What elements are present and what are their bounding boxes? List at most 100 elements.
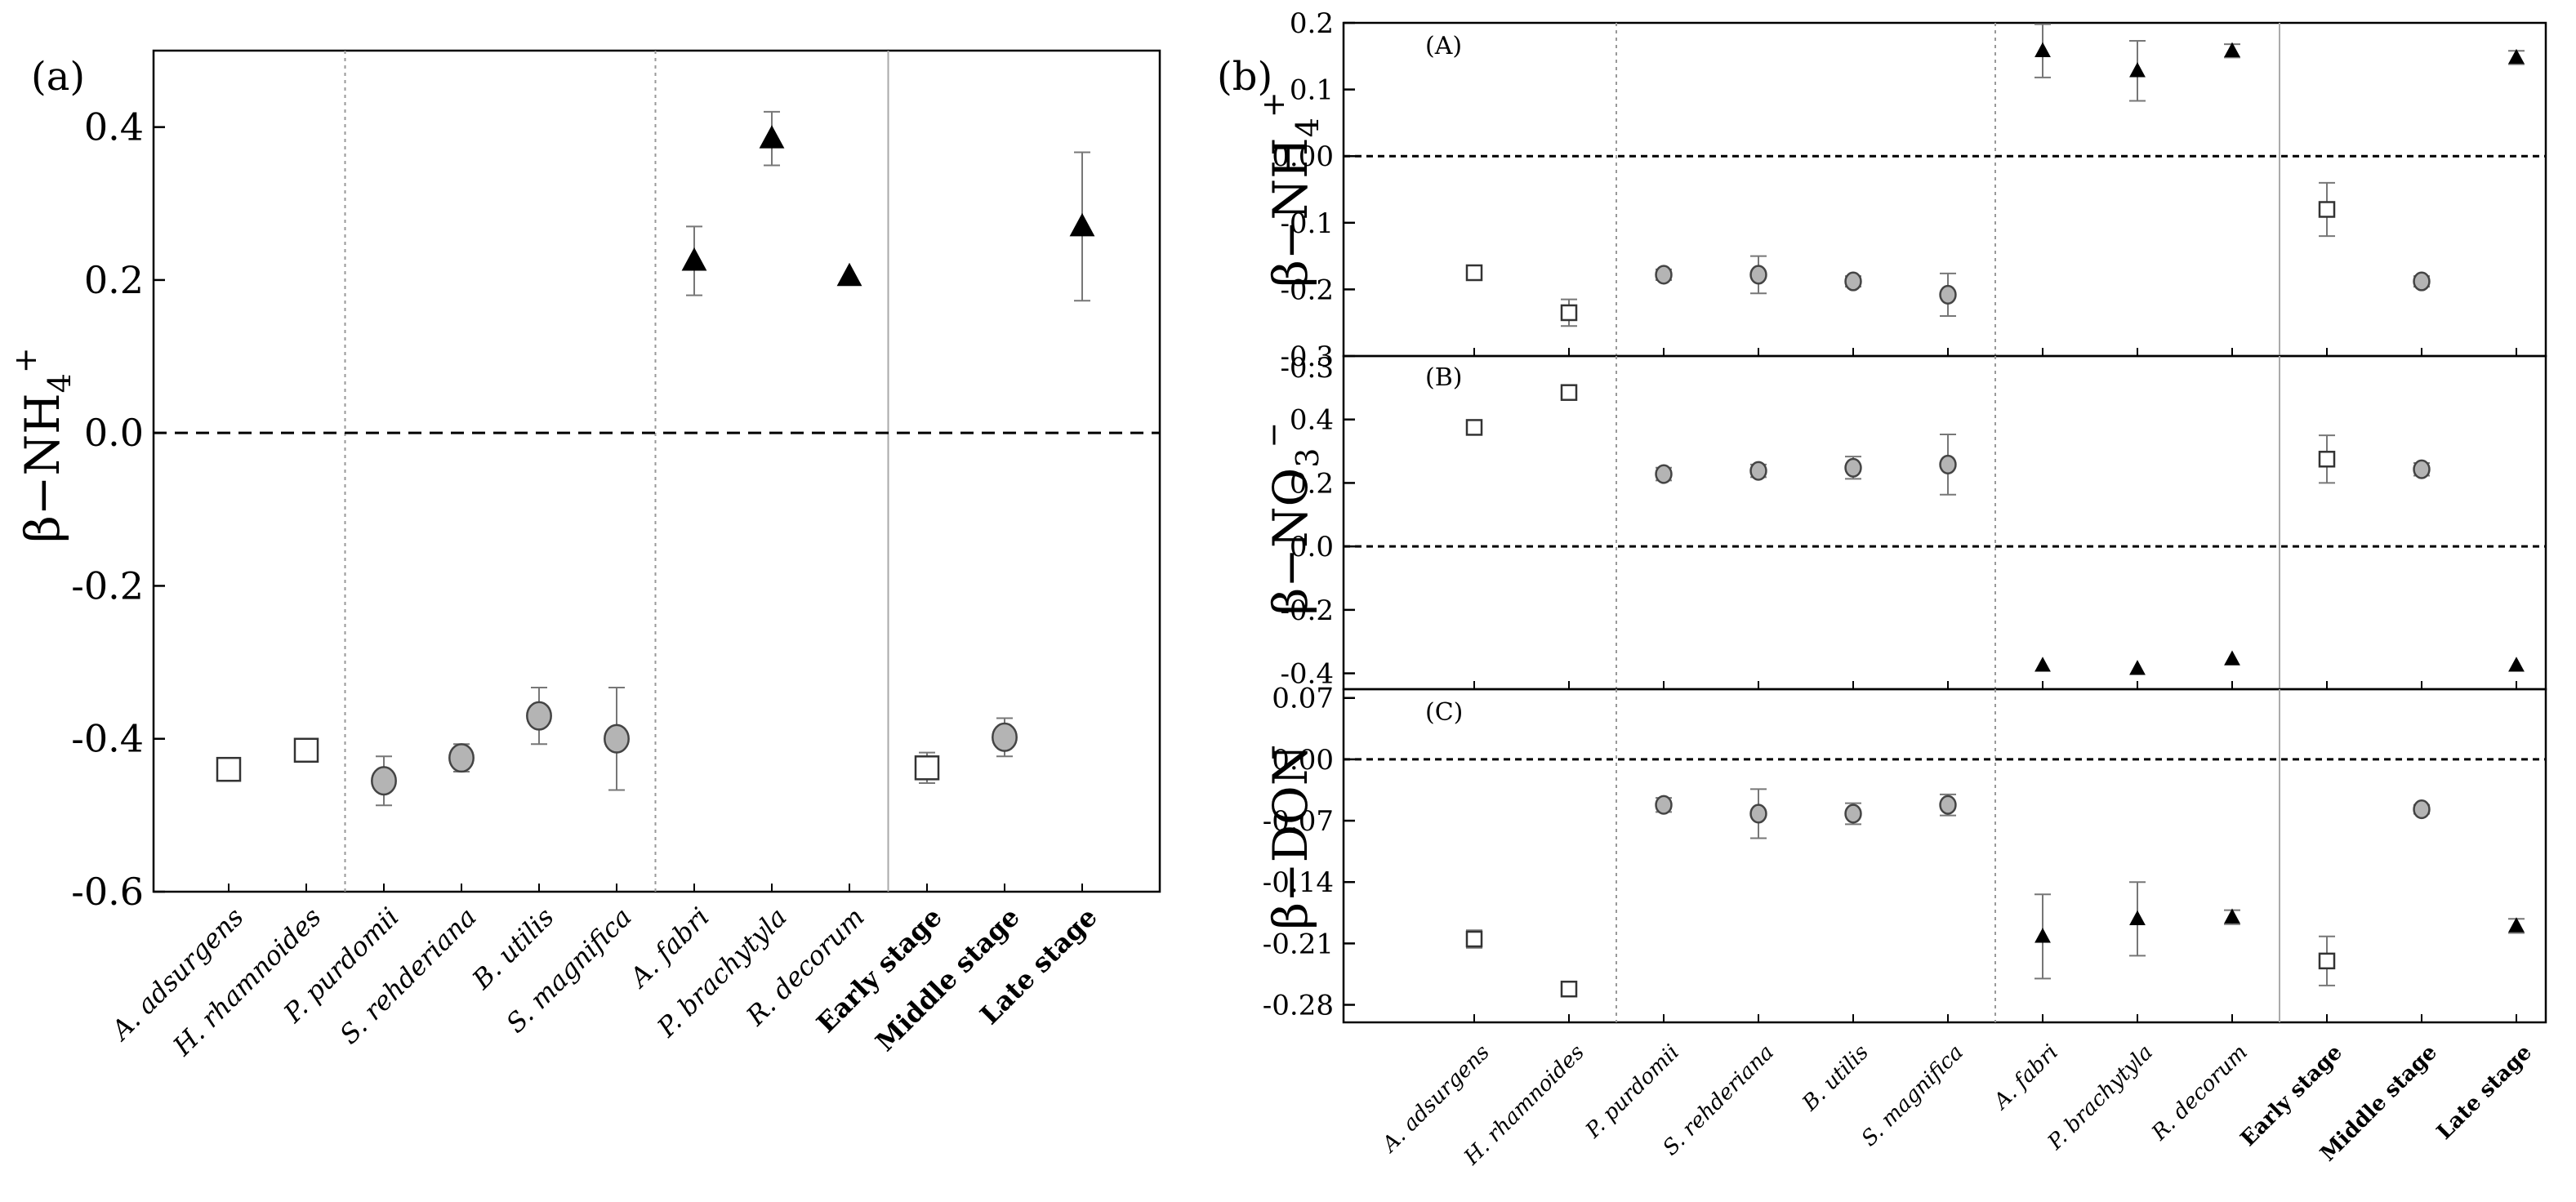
bB-point-8 xyxy=(2224,650,2240,666)
bA-ytick-label-3: 0.00 xyxy=(1272,140,1334,173)
bC-point-8 xyxy=(2224,908,2240,924)
bC-point-4 xyxy=(1844,804,1862,824)
a-point-4 xyxy=(526,701,552,731)
bB-frame xyxy=(1342,354,2547,691)
bC-point-0 xyxy=(1465,930,1483,948)
bC-ytick-label-4: 0.00 xyxy=(1272,744,1334,777)
bA-point-8 xyxy=(2224,42,2240,57)
panel-bB-ylabel-main: β−NO xyxy=(1263,468,1318,615)
bC-point-6 xyxy=(2035,928,2051,943)
b-xtick-label-4: B. utilis xyxy=(1798,1040,1874,1116)
bB-point-11 xyxy=(2508,657,2525,672)
panel-bC-y-axis-label: β−DON xyxy=(1263,745,1318,930)
panel-a-ylabel-main: β−NH xyxy=(15,393,70,542)
svg-text:β−NH4+: β−NH4+ xyxy=(7,347,78,543)
bA-point-3 xyxy=(1749,265,1767,285)
a-point-0 xyxy=(216,756,242,782)
panel-bC-label: (C) xyxy=(1425,698,1463,727)
bA-frame xyxy=(1342,21,2547,358)
b-xtick-label-5: S. magnifica xyxy=(1857,1040,1968,1151)
bB-point-9 xyxy=(2318,451,2336,468)
a-point-6 xyxy=(681,247,707,271)
bC-point-9 xyxy=(2318,952,2336,970)
svg-text:β−NO3−: β−NO3− xyxy=(1255,422,1326,615)
bB-point-2 xyxy=(1655,464,1673,484)
a-point-3 xyxy=(448,743,475,773)
b-xtick-label-6: A. fabri xyxy=(1988,1040,2063,1115)
panel-bB-ylabel-sub: 3 xyxy=(1290,448,1326,468)
bC-point-11 xyxy=(2508,917,2525,933)
bA-ytick-label-1: -0.2 xyxy=(1280,274,1334,306)
bA-ytick-label-2: -0.1 xyxy=(1280,207,1334,240)
panel-a-y-axis-label: β−NH4+ xyxy=(7,347,78,543)
a-point-8 xyxy=(836,262,862,287)
bB-point-0 xyxy=(1465,419,1483,436)
bA-ytick-label-5: 0.2 xyxy=(1290,7,1334,40)
bC-ytick-label-1: -0.21 xyxy=(1263,928,1334,960)
panel-b-label: (b) xyxy=(1217,54,1272,100)
bC-point-2 xyxy=(1655,795,1673,815)
bC-ytick-label-0: -0.28 xyxy=(1263,990,1334,1022)
panel-a-plot-area: -0.6 -0.4 -0.2 0.0 0.2 0.4 xyxy=(71,49,1161,914)
bC-point-1 xyxy=(1560,980,1578,998)
panel-bA-ylabel-sub: 4 xyxy=(1290,118,1326,137)
bB-point-7 xyxy=(2129,660,2146,675)
bC-ytick-label-3: -0.07 xyxy=(1263,805,1334,838)
bC-ytick-label-5: 0.07 xyxy=(1272,683,1334,715)
bA-point-0 xyxy=(1465,264,1483,282)
b-xtick-label-11: Late stage xyxy=(2432,1040,2537,1145)
panel-a: (a) β−NH4+ -0.6 -0.4 -0.2 0.0 0.2 0.4 A. adsu… xyxy=(7,49,1161,1062)
a-ytick-label-3: 0.0 xyxy=(84,411,144,455)
panel-bA-ylabel-main: β−NH xyxy=(1263,137,1318,287)
a-point-10 xyxy=(992,722,1018,752)
a-ytick-label-5: 0.4 xyxy=(84,105,144,149)
bA-point-5 xyxy=(1939,284,1957,305)
bA-point-4 xyxy=(1844,271,1862,292)
bC-point-7 xyxy=(2129,910,2146,926)
bA-point-10 xyxy=(2413,271,2431,292)
bB-ytick-label-1: -0.2 xyxy=(1280,594,1334,627)
b-xtick-label-8: R. decorum xyxy=(2146,1040,2253,1146)
a-point-5 xyxy=(604,723,630,754)
panel-bC-ylabel-main: β−DON xyxy=(1263,745,1318,930)
panel-bB-label: (B) xyxy=(1425,363,1462,392)
a-xtick-label-3: S. rehderiana xyxy=(333,902,482,1050)
a-xtick-label-0: A. adsurgens xyxy=(104,902,250,1048)
svg-text:β−DON: β−DON xyxy=(1263,745,1318,930)
bB-point-10 xyxy=(2413,459,2431,479)
bB-point-1 xyxy=(1560,384,1578,401)
panel-bA-y-axis-label: β−NH4+ xyxy=(1255,91,1326,287)
a-point-9 xyxy=(914,755,940,781)
bB-ytick-label-top: -0.3 xyxy=(1280,352,1334,385)
bA-point-2 xyxy=(1655,265,1673,285)
bB-ytick-label-3: 0.2 xyxy=(1290,467,1334,500)
panel-bB-y-axis-label: β−NO3− xyxy=(1255,422,1326,615)
a-point-11 xyxy=(1069,212,1095,237)
bC-point-10 xyxy=(2413,799,2431,820)
bA-point-7 xyxy=(2129,62,2146,78)
a-ytick-label-2: -0.2 xyxy=(71,563,144,608)
panel-bA-ylabel-sup: + xyxy=(1255,91,1291,118)
b-xtick-label-2: P. purdomii xyxy=(1580,1040,1684,1144)
svg-text:β−NH4+: β−NH4+ xyxy=(1255,91,1326,287)
a-ytick-label-1: -0.4 xyxy=(71,717,144,761)
bB-point-5 xyxy=(1939,454,1957,474)
a-frame xyxy=(152,49,1161,893)
bA-point-11 xyxy=(2508,48,2525,65)
a-point-2 xyxy=(371,766,397,796)
bA-ytick-label-4: 0.1 xyxy=(1290,74,1334,107)
bB-ytick-label-2: 0.0 xyxy=(1290,531,1334,563)
bA-point-9 xyxy=(2318,201,2336,218)
bC-point-5 xyxy=(1939,795,1957,815)
bA-point-6 xyxy=(2035,42,2051,57)
bB-point-4 xyxy=(1844,457,1862,478)
bB-point-6 xyxy=(2035,657,2051,672)
panel-a-ylabel-sup: + xyxy=(7,347,43,373)
panel-b-plot-area: -0.3 -0.2 -0.1 0.00 0.1 0.2 -0.4 -0.2 0.0 0.2 0.4 -… xyxy=(1263,7,2547,1024)
panel-a-label: (a) xyxy=(31,54,85,100)
panel-a-ylabel-sub: 4 xyxy=(42,373,78,393)
a-point-1 xyxy=(293,737,319,763)
bC-frame xyxy=(1342,688,2547,1024)
bC-point-3 xyxy=(1749,804,1767,824)
